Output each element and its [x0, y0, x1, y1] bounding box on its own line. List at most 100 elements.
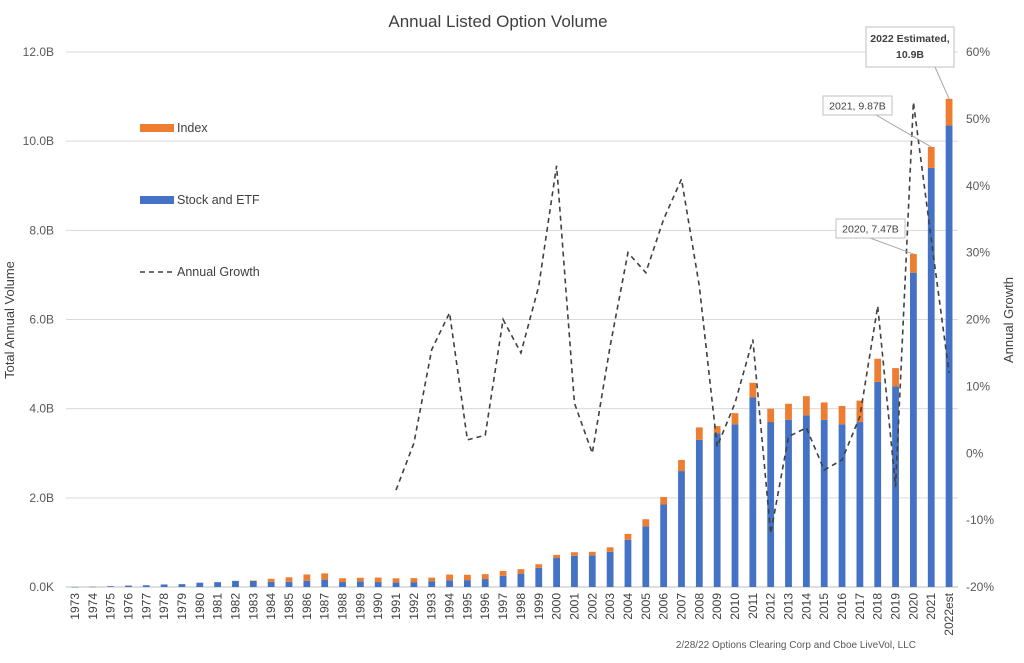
- bar-index: [606, 547, 614, 552]
- bar-index: [356, 577, 364, 582]
- x-tick-label: 2022est: [942, 592, 956, 635]
- legend-label: Stock and ETF: [177, 193, 260, 207]
- bar-index: [856, 400, 864, 423]
- bar-index: [535, 564, 543, 568]
- bar-index: [820, 402, 828, 420]
- bar-stock-etf: [303, 580, 311, 587]
- bar-stock-etf: [571, 555, 578, 587]
- y-tick-label: 8.0B: [29, 223, 54, 237]
- bar-stock-etf: [820, 419, 828, 587]
- x-tick-label: 1994: [443, 593, 457, 620]
- bar-stock-etf: [267, 581, 275, 587]
- bar-index: [267, 578, 275, 582]
- annual-growth-line: [395, 102, 950, 534]
- bar-index: [802, 396, 810, 416]
- y-tick-label: 10.0B: [23, 134, 54, 148]
- x-tick-label: 2010: [728, 593, 742, 620]
- bar-stock-etf: [642, 526, 650, 587]
- x-tick-label: 1987: [318, 593, 332, 620]
- x-tick-label: 1984: [264, 593, 278, 620]
- bar-index: [410, 578, 418, 583]
- x-tick-label: 1997: [496, 593, 510, 620]
- bar-stock-etf: [802, 415, 810, 587]
- y2-tick-label: 0%: [966, 446, 984, 460]
- y2-tick-label: 10%: [966, 379, 990, 393]
- annotation-box: [835, 218, 906, 239]
- x-tick-label: 1975: [104, 593, 118, 620]
- annotation-label: 2020, 7.47B: [842, 224, 899, 236]
- x-tick-label: 1990: [371, 593, 385, 620]
- bar-index: [339, 578, 346, 583]
- bar-stock-etf: [785, 419, 792, 587]
- bar-index: [731, 413, 739, 425]
- x-tick-label: 2011: [746, 593, 760, 619]
- bar-stock-etf: [749, 397, 757, 587]
- bar-stock-etf: [660, 504, 668, 587]
- bar-stock-etf: [160, 584, 168, 587]
- bar-stock-etf: [142, 585, 150, 587]
- x-tick-label: 2009: [710, 593, 724, 620]
- x-tick-label: 2016: [835, 593, 849, 620]
- annotation-leader: [934, 66, 950, 100]
- x-tick-label: 2013: [782, 593, 796, 620]
- y2-tick-label: 50%: [966, 112, 990, 126]
- x-tick-label: 1976: [121, 593, 135, 620]
- bar-stock-etf: [910, 272, 917, 587]
- bar-index: [481, 574, 489, 580]
- bar-stock-etf: [392, 582, 400, 587]
- x-tick-label: 2005: [639, 593, 653, 620]
- bar-index: [553, 554, 560, 559]
- x-tick-label: 2004: [621, 593, 635, 620]
- bar-stock-etf: [624, 539, 632, 587]
- bar-index: [838, 405, 846, 425]
- legend-label: Index: [177, 121, 208, 135]
- x-tick-label: 1973: [68, 593, 82, 620]
- bar-stock-etf: [196, 582, 204, 587]
- bar-stock-etf: [499, 575, 507, 587]
- y-axis-label: Total Annual Volume: [2, 261, 17, 379]
- bar-stock-etf: [178, 584, 186, 587]
- bar-stock-etf: [356, 581, 364, 587]
- x-tick-label: 1999: [532, 593, 546, 620]
- bar-index: [713, 426, 721, 434]
- bar-index: [303, 574, 311, 581]
- bar-stock-etf: [232, 580, 239, 587]
- bar-stock-etf: [107, 586, 114, 587]
- x-tick-label: 1995: [460, 593, 474, 620]
- bar-index: [392, 578, 400, 583]
- y2-tick-label: 60%: [966, 45, 990, 59]
- chart-title: Annual Listed Option Volume: [388, 12, 607, 31]
- x-tick-label: 1980: [193, 593, 207, 620]
- bar-stock-etf: [695, 439, 703, 587]
- source-note: 2/28/22 Options Clearing Corp and Cboe L…: [676, 640, 916, 651]
- legend-label: Annual Growth: [177, 265, 260, 279]
- bar-stock-etf: [71, 586, 79, 588]
- bar-index: [624, 533, 632, 540]
- bar-index: [374, 577, 382, 583]
- bar-index: [874, 358, 882, 382]
- bar-stock-etf: [838, 424, 846, 587]
- y-tick-label: 2.0B: [29, 491, 54, 505]
- bar-stock-etf: [374, 582, 382, 587]
- bar-stock-etf: [321, 579, 329, 587]
- annotation-label: 2022 Estimated,: [870, 33, 949, 45]
- x-tick-label: 2017: [853, 593, 867, 620]
- bar-stock-etf: [535, 567, 543, 587]
- bar-index: [945, 98, 953, 126]
- bar-index: [517, 569, 525, 574]
- bar-index: [464, 574, 471, 581]
- bar-index: [910, 253, 917, 273]
- y2-tick-label: 30%: [966, 246, 990, 260]
- x-tick-label: 1982: [228, 593, 242, 620]
- bar-index: [499, 570, 507, 576]
- x-tick-label: 1985: [282, 593, 296, 620]
- bar-index: [785, 403, 792, 420]
- y-tick-label: 6.0B: [29, 313, 54, 327]
- bar-index: [321, 573, 329, 580]
- bar-stock-etf: [553, 558, 560, 587]
- bar-index: [749, 382, 757, 398]
- bar-stock-etf: [517, 573, 525, 587]
- bar-stock-etf: [464, 580, 471, 587]
- legend-swatch: [140, 196, 174, 204]
- x-tick-label: 2007: [674, 593, 688, 620]
